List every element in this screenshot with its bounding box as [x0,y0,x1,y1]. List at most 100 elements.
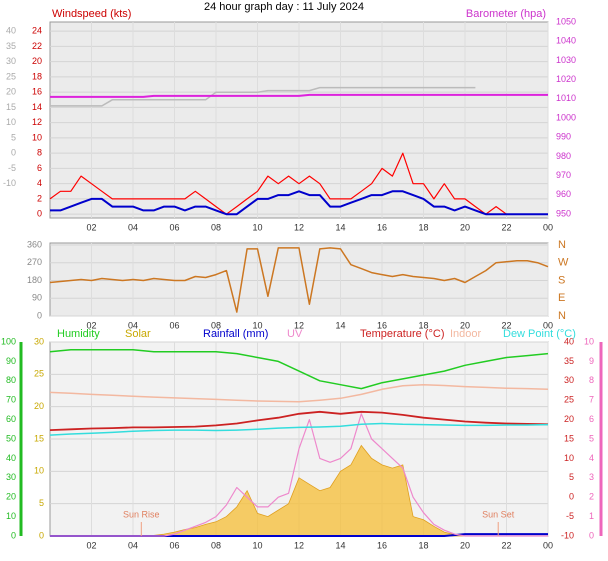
y2-tick-label: 960 [556,189,571,199]
y-tick-label: 100 [1,336,16,346]
x-tick-label: 18 [418,320,428,330]
legend-entry: Humidity [57,328,100,340]
line [49,383,549,403]
y2-tick-label: 25 [34,369,44,379]
y2-tick-label: 950 [556,208,571,218]
y2-tick-label: S [558,274,565,286]
y4-tick-label: 3 [589,472,594,482]
x-tick-label: 00 [543,540,553,550]
y4-tick-label: 7 [589,395,594,405]
line [49,410,549,431]
x-tick-label: 18 [418,222,428,232]
axis-title: Barometer (hpa) [466,8,546,20]
x-tick-label: 06 [169,222,179,232]
y2-tick-label: 1010 [556,93,576,103]
y-tick-label: 10 [32,132,42,142]
x-tick-label: 02 [86,222,96,232]
y2-tick-label: E [558,292,565,304]
y2-tick-label: 980 [556,151,571,161]
x-tick-label: 12 [294,222,304,232]
y-tick-label: 90 [6,356,16,366]
chart-title: 24 hour graph day : 11 July 2024 [204,1,364,13]
y2-tick-label: 1040 [556,36,576,46]
y3-tick-label: 10 [6,117,16,127]
y-tick-label: 18 [32,71,42,81]
y-tick-label: 20 [32,56,42,66]
x-tick-label: 04 [128,320,138,330]
y3-tick-label: -10 [561,530,574,540]
y-tick-label: 180 [27,275,42,285]
y3-tick-label: 40 [6,26,16,36]
x-tick-label: 10 [252,540,262,550]
y3-tick-label: 0 [569,492,574,502]
x-tick-label: 16 [377,320,387,330]
line [49,349,549,390]
line [50,413,548,537]
x-tick-label: 22 [501,540,511,550]
line [50,190,548,216]
x-tick-label: 08 [211,540,221,550]
line [50,86,476,107]
x-tick-label: 14 [335,320,345,330]
y-tick-label: 40 [6,453,16,463]
x-tick-label: 12 [294,320,304,330]
y4-tick-label: 8 [589,375,594,385]
y4-tick-label: 6 [589,414,594,424]
legend-entry: Solar [125,328,151,340]
y2-tick-label: 15 [34,433,44,443]
y2-tick-label: 0 [39,530,44,540]
y-tick-label: 22 [32,41,42,51]
x-tick-label: 08 [211,222,221,232]
line [49,152,548,215]
y4-tick-label: 0 [589,530,594,540]
legend-entry: UV [287,328,303,340]
y-tick-label: 6 [37,163,42,173]
y2-tick-label: 970 [556,170,571,180]
x-tick-label: 20 [460,320,470,330]
x-tick-label: 04 [128,222,138,232]
annotation: Sun Rise [123,509,160,519]
y3-tick-label: 30 [564,375,574,385]
y4-tick-label: 5 [589,433,594,443]
y3-tick-label: 0 [11,148,16,158]
y3-tick-label: 35 [564,356,574,366]
y-tick-label: 2 [37,193,42,203]
y3-tick-label: 25 [564,395,574,405]
y-tick-label: 60 [6,414,16,424]
x-tick-label: 06 [169,320,179,330]
y3-tick-label: 10 [564,453,574,463]
y3-tick-label: 40 [564,336,574,346]
y4-tick-label: 10 [584,336,594,346]
y-tick-label: 8 [37,148,42,158]
x-tick-label: 00 [543,222,553,232]
annotation: Sun Set [482,509,515,519]
y3-tick-label: -5 [8,163,16,173]
y2-tick-label: 20 [34,401,44,411]
y-tick-label: 70 [6,395,16,405]
y2-tick-label: 5 [39,498,44,508]
y-tick-label: 30 [6,472,16,482]
legend-entry: Dew Point (°C) [503,328,576,340]
line [49,247,549,313]
line [50,93,548,98]
y2-tick-label: 1000 [556,112,576,122]
x-tick-label: 20 [460,540,470,550]
y3-tick-label: 15 [6,102,16,112]
y3-tick-label: 5 [569,472,574,482]
x-tick-label: 10 [252,222,262,232]
x-tick-label: 18 [418,540,428,550]
y-tick-label: 50 [6,433,16,443]
y2-tick-label: 1030 [556,55,576,65]
x-tick-label: 22 [501,320,511,330]
y-tick-label: 80 [6,375,16,385]
x-tick-label: 02 [86,540,96,550]
y-tick-label: 12 [32,117,42,127]
y-tick-label: 90 [32,293,42,303]
legend-entry: Temperature (°C) [360,328,444,340]
y3-tick-label: -10 [3,178,16,188]
x-tick-label: 00 [543,320,553,330]
y-tick-label: 20 [6,492,16,502]
x-tick-label: 14 [335,540,345,550]
y2-tick-label: 1020 [556,74,576,84]
